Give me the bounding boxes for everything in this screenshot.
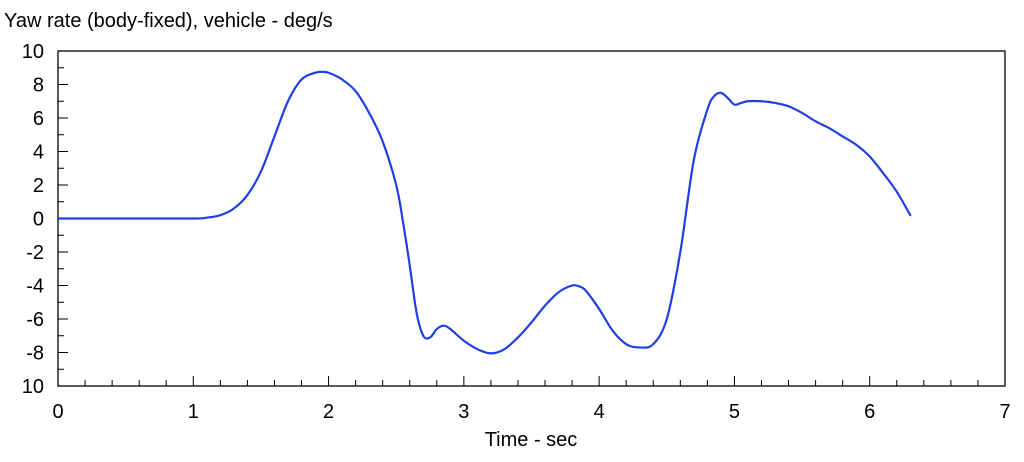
y-tick-label: -8 (26, 343, 44, 365)
y-tick-label: 0 (33, 209, 44, 231)
x-tick-label: 1 (188, 401, 199, 423)
x-tick-label: 7 (999, 401, 1010, 423)
chart-title: Yaw rate (body-fixed), vehicle - deg/s (4, 10, 333, 32)
x-tick-label: 6 (864, 401, 875, 423)
x-tick-label: 3 (458, 401, 469, 423)
x-axis-label: Time - sec (485, 429, 578, 451)
x-tick-label: 2 (323, 401, 334, 423)
x-tick-label: 0 (52, 401, 63, 423)
yaw-rate-line (56, 70, 912, 355)
x-tick-label: 4 (594, 401, 605, 423)
y-tick-label: -2 (26, 242, 44, 264)
y-tick-label: 10 (22, 376, 44, 398)
x-tick-label: 5 (729, 401, 740, 423)
y-tick-label: -6 (26, 309, 44, 331)
x-axis-ticks (57, 376, 1006, 386)
y-tick-label: 2 (33, 175, 44, 197)
y-tick-label: 4 (33, 142, 44, 164)
y-axis-ticks (58, 50, 68, 387)
x-axis-tick-labels: 0 1 2 3 4 5 6 7 (52, 401, 1010, 423)
y-tick-label: 6 (33, 108, 44, 130)
y-tick-label: -4 (26, 276, 44, 298)
y-axis-tick-labels: 10 8 6 4 2 0 -2 -4 -6 -8 10 (22, 41, 44, 398)
y-tick-label: 10 (22, 41, 44, 63)
y-tick-label: 8 (33, 75, 44, 97)
